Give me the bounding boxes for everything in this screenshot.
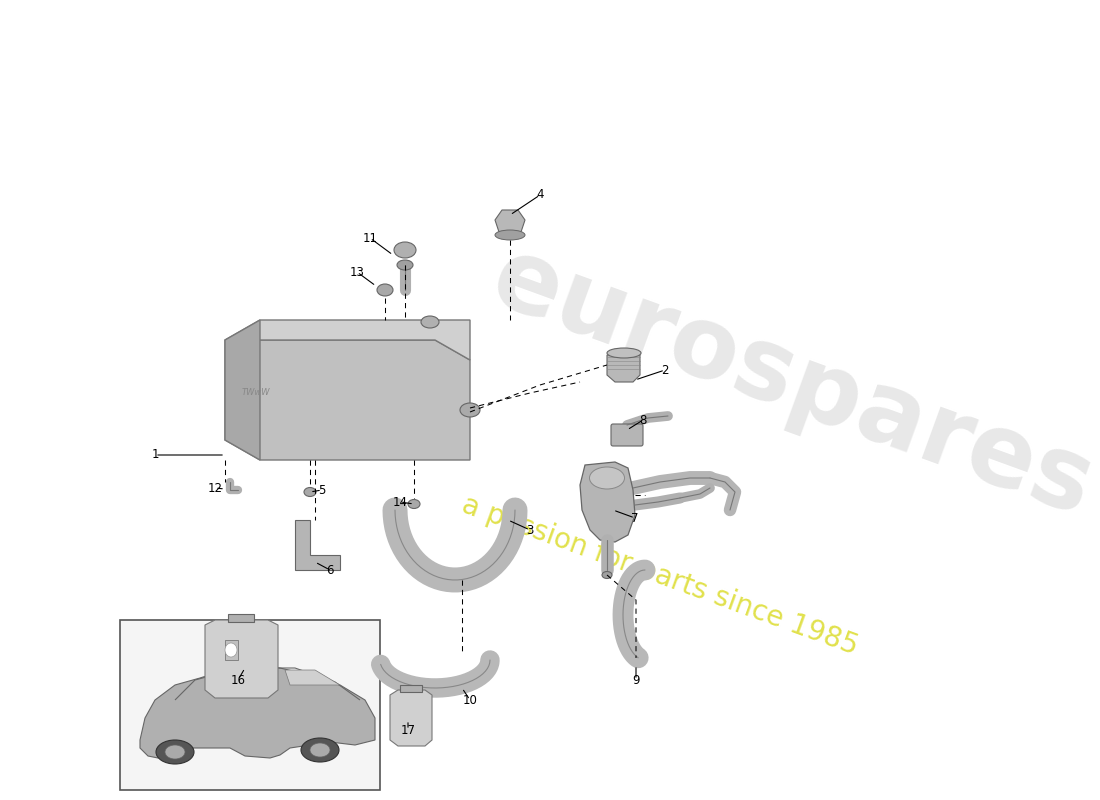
Polygon shape xyxy=(580,462,635,542)
Text: 2: 2 xyxy=(661,363,669,377)
Polygon shape xyxy=(226,340,470,460)
Polygon shape xyxy=(285,670,340,685)
Text: 13: 13 xyxy=(350,266,364,278)
Ellipse shape xyxy=(394,242,416,258)
Ellipse shape xyxy=(602,571,612,578)
Text: 3: 3 xyxy=(526,523,534,537)
Bar xyxy=(228,614,254,622)
Polygon shape xyxy=(226,640,238,660)
Ellipse shape xyxy=(156,740,194,764)
Text: 7: 7 xyxy=(631,511,639,525)
Text: eurospares: eurospares xyxy=(478,230,1100,538)
Ellipse shape xyxy=(310,743,330,757)
Ellipse shape xyxy=(607,348,641,358)
Text: 1: 1 xyxy=(152,449,158,462)
Polygon shape xyxy=(495,210,525,235)
FancyBboxPatch shape xyxy=(610,424,643,446)
Ellipse shape xyxy=(165,745,185,759)
Text: 12: 12 xyxy=(208,482,222,494)
Bar xyxy=(400,685,422,691)
Polygon shape xyxy=(607,355,640,382)
Polygon shape xyxy=(205,620,278,698)
Ellipse shape xyxy=(304,487,316,497)
Text: 11: 11 xyxy=(363,231,377,245)
Text: 16: 16 xyxy=(231,674,245,686)
Ellipse shape xyxy=(301,738,339,762)
Text: 6: 6 xyxy=(327,563,333,577)
Ellipse shape xyxy=(377,284,393,296)
Text: 17: 17 xyxy=(400,723,416,737)
Polygon shape xyxy=(295,520,340,570)
Ellipse shape xyxy=(397,260,412,270)
Text: 8: 8 xyxy=(639,414,647,426)
Ellipse shape xyxy=(421,316,439,328)
Text: 14: 14 xyxy=(393,495,407,509)
Bar xyxy=(120,620,380,790)
Ellipse shape xyxy=(495,230,525,240)
Polygon shape xyxy=(226,320,260,460)
Text: 9: 9 xyxy=(632,674,640,686)
Polygon shape xyxy=(390,690,432,746)
Polygon shape xyxy=(226,320,470,360)
Text: 10: 10 xyxy=(463,694,477,706)
Ellipse shape xyxy=(408,499,420,509)
Text: a passion for parts since 1985: a passion for parts since 1985 xyxy=(458,491,862,661)
Text: 5: 5 xyxy=(318,483,326,497)
Ellipse shape xyxy=(590,467,625,489)
Text: 4: 4 xyxy=(537,189,543,202)
Text: TWwW: TWwW xyxy=(242,388,271,397)
Ellipse shape xyxy=(226,643,236,657)
Ellipse shape xyxy=(460,403,480,417)
Polygon shape xyxy=(140,665,375,758)
